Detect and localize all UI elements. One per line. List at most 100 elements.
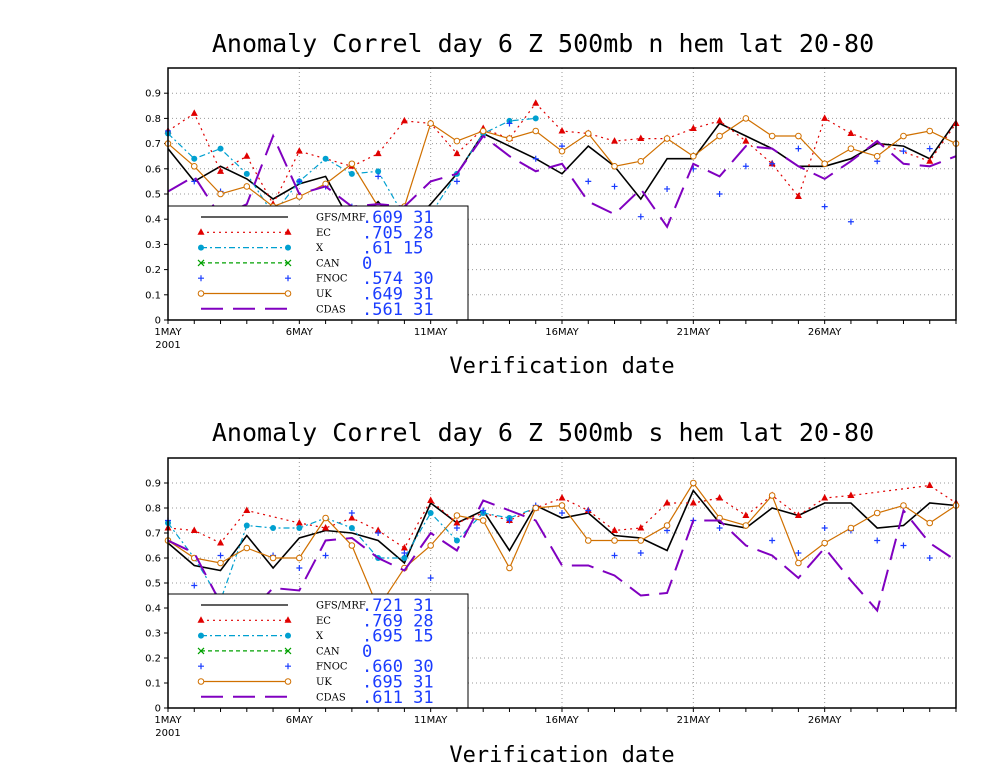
- series-fnoc-point: [506, 517, 513, 524]
- y-tick-label: 0: [155, 704, 161, 715]
- legend-fnoc-marker: [285, 663, 291, 670]
- series-uk-point: [479, 127, 487, 135]
- series-fnoc-point: [874, 537, 881, 544]
- legend-ec-name: EC: [316, 228, 331, 239]
- legend-uk-marker: [197, 290, 205, 297]
- legend-fnoc-name: FNOC: [316, 274, 348, 285]
- legend-gfs-mrf-name: GFS/MRF: [316, 601, 366, 612]
- x-tick-label: 26MAY: [808, 327, 842, 338]
- x-tick-sublabel: 2001: [155, 728, 180, 739]
- x-axis-label: Verification date: [449, 743, 674, 768]
- series-uk-point: [900, 502, 907, 509]
- series-ec-point: [637, 524, 645, 531]
- legend-gfs-mrf-name: GFS/MRF: [316, 213, 366, 224]
- x-tick-label: 1MAY: [154, 327, 182, 338]
- series-uk-point: [453, 137, 461, 145]
- series-fnoc-point: [847, 218, 854, 225]
- chart-panel-2: Anomaly Correl day 6 Z 500mb s hem lat 2…: [145, 418, 960, 768]
- series-ec-point: [689, 124, 697, 131]
- series-fnoc-point: [585, 178, 592, 185]
- series-x-point: [296, 525, 303, 531]
- series-fnoc-point: [375, 173, 382, 180]
- series-ec-point: [190, 526, 198, 533]
- legend-ec-stat: .705 28: [362, 223, 434, 243]
- series-uk-point: [532, 504, 540, 512]
- series-fnoc-point: [769, 537, 776, 544]
- series-uk-point: [269, 554, 277, 562]
- y-tick-label: 0.8: [145, 504, 161, 515]
- series-fnoc-point: [900, 148, 907, 155]
- series-uk-point: [217, 190, 224, 198]
- legend-x-marker: [198, 244, 204, 251]
- series-gfs-mrf-line: [167, 488, 957, 572]
- y-tick-label: 0.3: [145, 240, 161, 251]
- series-fnoc-point: [769, 160, 776, 167]
- series-fnoc-point: [296, 565, 303, 571]
- series-ec-line: [167, 102, 957, 206]
- series-x-point: [401, 555, 408, 561]
- series-uk-point: [690, 152, 697, 160]
- legend-cdas-name: CDAS: [316, 692, 346, 703]
- plot-frame: [167, 457, 957, 709]
- y-tick-label: 0.7: [145, 139, 161, 150]
- series-uk-point: [821, 160, 828, 168]
- y-tick-label: 0.5: [145, 579, 161, 590]
- series-ec-point: [190, 109, 198, 116]
- x-tick-label: 16MAY: [545, 327, 579, 338]
- series-ec-point: [400, 116, 408, 124]
- series-x-point: [217, 145, 224, 152]
- legend-fnoc-stat: .660 30: [362, 657, 434, 677]
- x-axis-label: Verification date: [449, 354, 674, 379]
- series-x-point: [270, 525, 277, 531]
- series-cdas-line: [167, 499, 957, 617]
- series-ec-point: [427, 496, 435, 503]
- chart-title: Anomaly Correl day 6 Z 500mb n hem lat 2…: [212, 29, 874, 58]
- series-ec-point: [374, 149, 382, 157]
- series-fnoc-point: [795, 550, 802, 556]
- y-tick-label: 0.3: [145, 629, 161, 640]
- series-fnoc-point: [506, 120, 513, 127]
- series-uk-point: [690, 479, 697, 487]
- series-ec-point: [742, 511, 750, 518]
- y-tick-label: 0.2: [145, 265, 161, 276]
- series-fnoc-point: [559, 510, 565, 516]
- series-uk-point: [637, 537, 645, 544]
- x-tick-sublabel: 2001: [155, 340, 180, 351]
- series-ec-point: [847, 491, 855, 498]
- series-uk-point: [296, 554, 303, 562]
- series-ec-point: [558, 127, 566, 134]
- series-uk-point: [900, 132, 907, 140]
- series-fnoc-point: [611, 183, 618, 190]
- series-fnoc-point: [453, 178, 460, 185]
- series-fnoc-point: [296, 178, 303, 185]
- series-ec-point: [400, 544, 408, 551]
- legend-uk-stat: .649 31: [362, 285, 434, 305]
- series-fnoc-point: [900, 542, 907, 549]
- series-uk-point: [217, 559, 224, 567]
- series-ec-point: [243, 506, 251, 513]
- series-uk-point: [926, 127, 934, 135]
- x-tick-label: 1MAY: [154, 715, 182, 726]
- series-fnoc-point: [795, 145, 802, 152]
- legend-fnoc-marker: [285, 275, 291, 282]
- series-ec-point: [926, 157, 934, 164]
- series-x-point: [427, 510, 434, 516]
- legend-fnoc-marker: [198, 275, 204, 282]
- series-uk-point: [847, 524, 855, 532]
- legend-gfs-mrf-stat: .609 31: [362, 208, 434, 228]
- series-uk-point: [506, 135, 513, 142]
- series-x-point: [322, 155, 329, 162]
- x-tick-label: 11MAY: [414, 327, 448, 338]
- series-ec-point: [716, 494, 724, 501]
- series-ec-point: [453, 519, 461, 526]
- series-uk-point: [873, 509, 881, 517]
- series-uk-point: [243, 544, 251, 552]
- series-fnoc-point: [191, 582, 198, 589]
- series-fnoc-point: [480, 507, 487, 514]
- series-x-point: [375, 168, 382, 175]
- chart-panel-1: Anomaly Correl day 6 Z 500mb n hem lat 2…: [145, 29, 960, 379]
- legend-x-marker: [285, 632, 291, 639]
- legend-cdas-stat: .611 31: [362, 688, 434, 708]
